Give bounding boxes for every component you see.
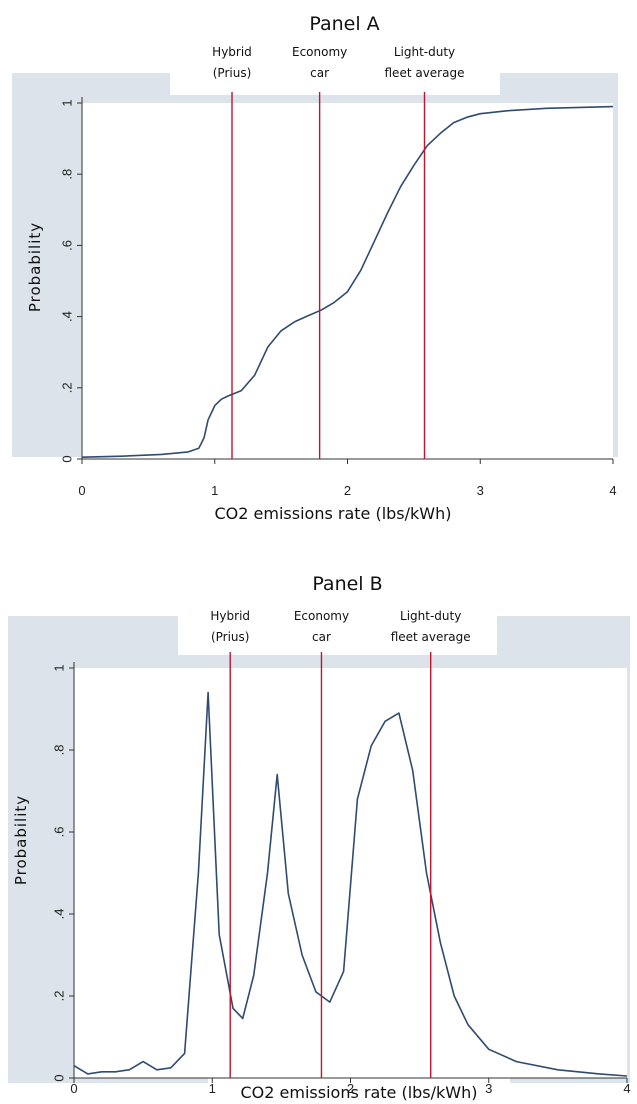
y-tick-label: .8	[51, 745, 66, 756]
y-axis-title: Probability	[26, 222, 44, 312]
reference-line-label: Light-duty	[394, 45, 455, 59]
reference-line-label: (Prius)	[211, 630, 250, 644]
reference-line-label: Hybrid	[212, 45, 252, 59]
plot-area	[82, 103, 613, 459]
y-tick-label: 1	[59, 99, 74, 106]
y-tick-label: 0	[59, 455, 74, 462]
y-tick-label: 0	[51, 1074, 66, 1081]
panel-title: Panel B	[312, 573, 382, 595]
chart-panel-a: 0 .2 .4 .6 .8 1 0 1 2 3 4 Hybrid (Prius) Economy car Li…	[12, 13, 618, 528]
y-axis-title: Probability	[12, 795, 30, 885]
x-tick-label: 0	[70, 1081, 77, 1096]
probability-series-line	[81, 105, 614, 458]
x-tick-label: 3	[485, 1081, 492, 1096]
y-tick-label: .6	[59, 240, 74, 251]
chart-panel-b: 0 .2 .4 .6 .8 1 0 1 2 3 4 Hybrid (Prius) Economy car Li…	[8, 573, 631, 1104]
reference-line-label: Economy	[294, 609, 349, 623]
x-tick-label: 2	[347, 1081, 354, 1096]
x-axis-title-box	[208, 1078, 510, 1104]
y-tick-label: 1	[51, 664, 66, 671]
reference-line-label: Economy	[292, 45, 347, 59]
x-tick-label: 2	[344, 483, 351, 498]
x-tick-label: 1	[211, 483, 218, 498]
reference-line-label: fleet average	[391, 630, 471, 644]
probability-series-line	[73, 691, 628, 1077]
x-axis-title: CO2 emissions rate (lbs/kWh)	[215, 504, 452, 523]
x-tick-label: 4	[609, 483, 616, 498]
reference-line-label: fleet average	[385, 66, 465, 80]
y-tick-label: .2	[51, 991, 66, 1002]
reference-line-label: car	[310, 66, 329, 80]
plot-area	[74, 668, 627, 1078]
reference-line-label: car	[312, 630, 331, 644]
reference-line-label: Hybrid	[210, 609, 250, 623]
x-tick-label: 1	[209, 1081, 216, 1096]
x-tick-label: 0	[78, 483, 85, 498]
reference-line-label: (Prius)	[213, 66, 252, 80]
y-tick-label: .6	[51, 827, 66, 838]
x-axis-title: CO2 emissions rate (lbs/kWh)	[241, 1083, 478, 1102]
y-tick-label: .4	[59, 311, 74, 322]
y-tick-label: .4	[51, 909, 66, 920]
reference-label-strip	[170, 65, 500, 95]
y-tick-label: .8	[59, 169, 74, 180]
x-tick-label: 4	[623, 1081, 630, 1096]
panel-title: Panel A	[309, 13, 379, 35]
x-axis-title-box	[200, 501, 466, 528]
x-tick-label: 3	[477, 483, 484, 498]
y-tick-label: .2	[59, 382, 74, 393]
reference-line-label: Light-duty	[400, 609, 461, 623]
reference-label-strip	[178, 607, 497, 655]
